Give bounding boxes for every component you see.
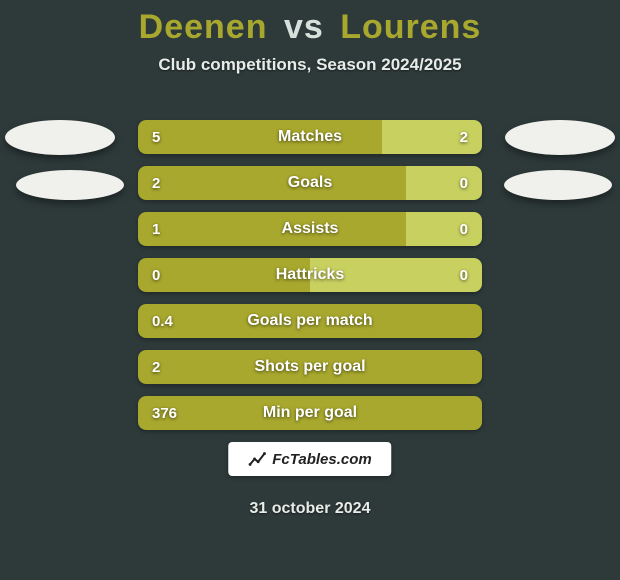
avatar-right-2 (504, 170, 612, 200)
avatar-left-1 (5, 120, 115, 155)
bar-label: Assists (138, 212, 482, 246)
bar-label: Shots per goal (138, 350, 482, 384)
fctables-logo-icon (248, 450, 266, 468)
footer-date: 31 october 2024 (0, 500, 620, 518)
vs-separator: vs (284, 8, 324, 46)
bar-row-matches: 52Matches (138, 120, 482, 154)
bar-row-min-per-goal: 376Min per goal (138, 396, 482, 430)
bar-row-shots-per-goal: 2Shots per goal (138, 350, 482, 384)
footer-brand-text: FcTables.com (272, 451, 371, 468)
bar-label: Goals (138, 166, 482, 200)
comparison-bars: 52Matches 20Goals 10Assists 00Hattricks 0.4G… (138, 120, 482, 442)
bar-label: Goals per match (138, 304, 482, 338)
avatar-right-1 (505, 120, 615, 155)
player2-name: Lourens (340, 8, 481, 46)
subtitle: Club competitions, Season 2024/2025 (0, 55, 620, 75)
bar-row-goals-per-match: 0.4Goals per match (138, 304, 482, 338)
bar-row-hattricks: 00Hattricks (138, 258, 482, 292)
bar-label: Hattricks (138, 258, 482, 292)
avatar-left-2 (16, 170, 124, 200)
comparison-title: Deenen vs Lourens (0, 0, 620, 47)
bar-label: Matches (138, 120, 482, 154)
footer-badge[interactable]: FcTables.com (228, 442, 391, 476)
bar-row-goals: 20Goals (138, 166, 482, 200)
bar-row-assists: 10Assists (138, 212, 482, 246)
bar-label: Min per goal (138, 396, 482, 430)
player1-name: Deenen (139, 8, 268, 46)
